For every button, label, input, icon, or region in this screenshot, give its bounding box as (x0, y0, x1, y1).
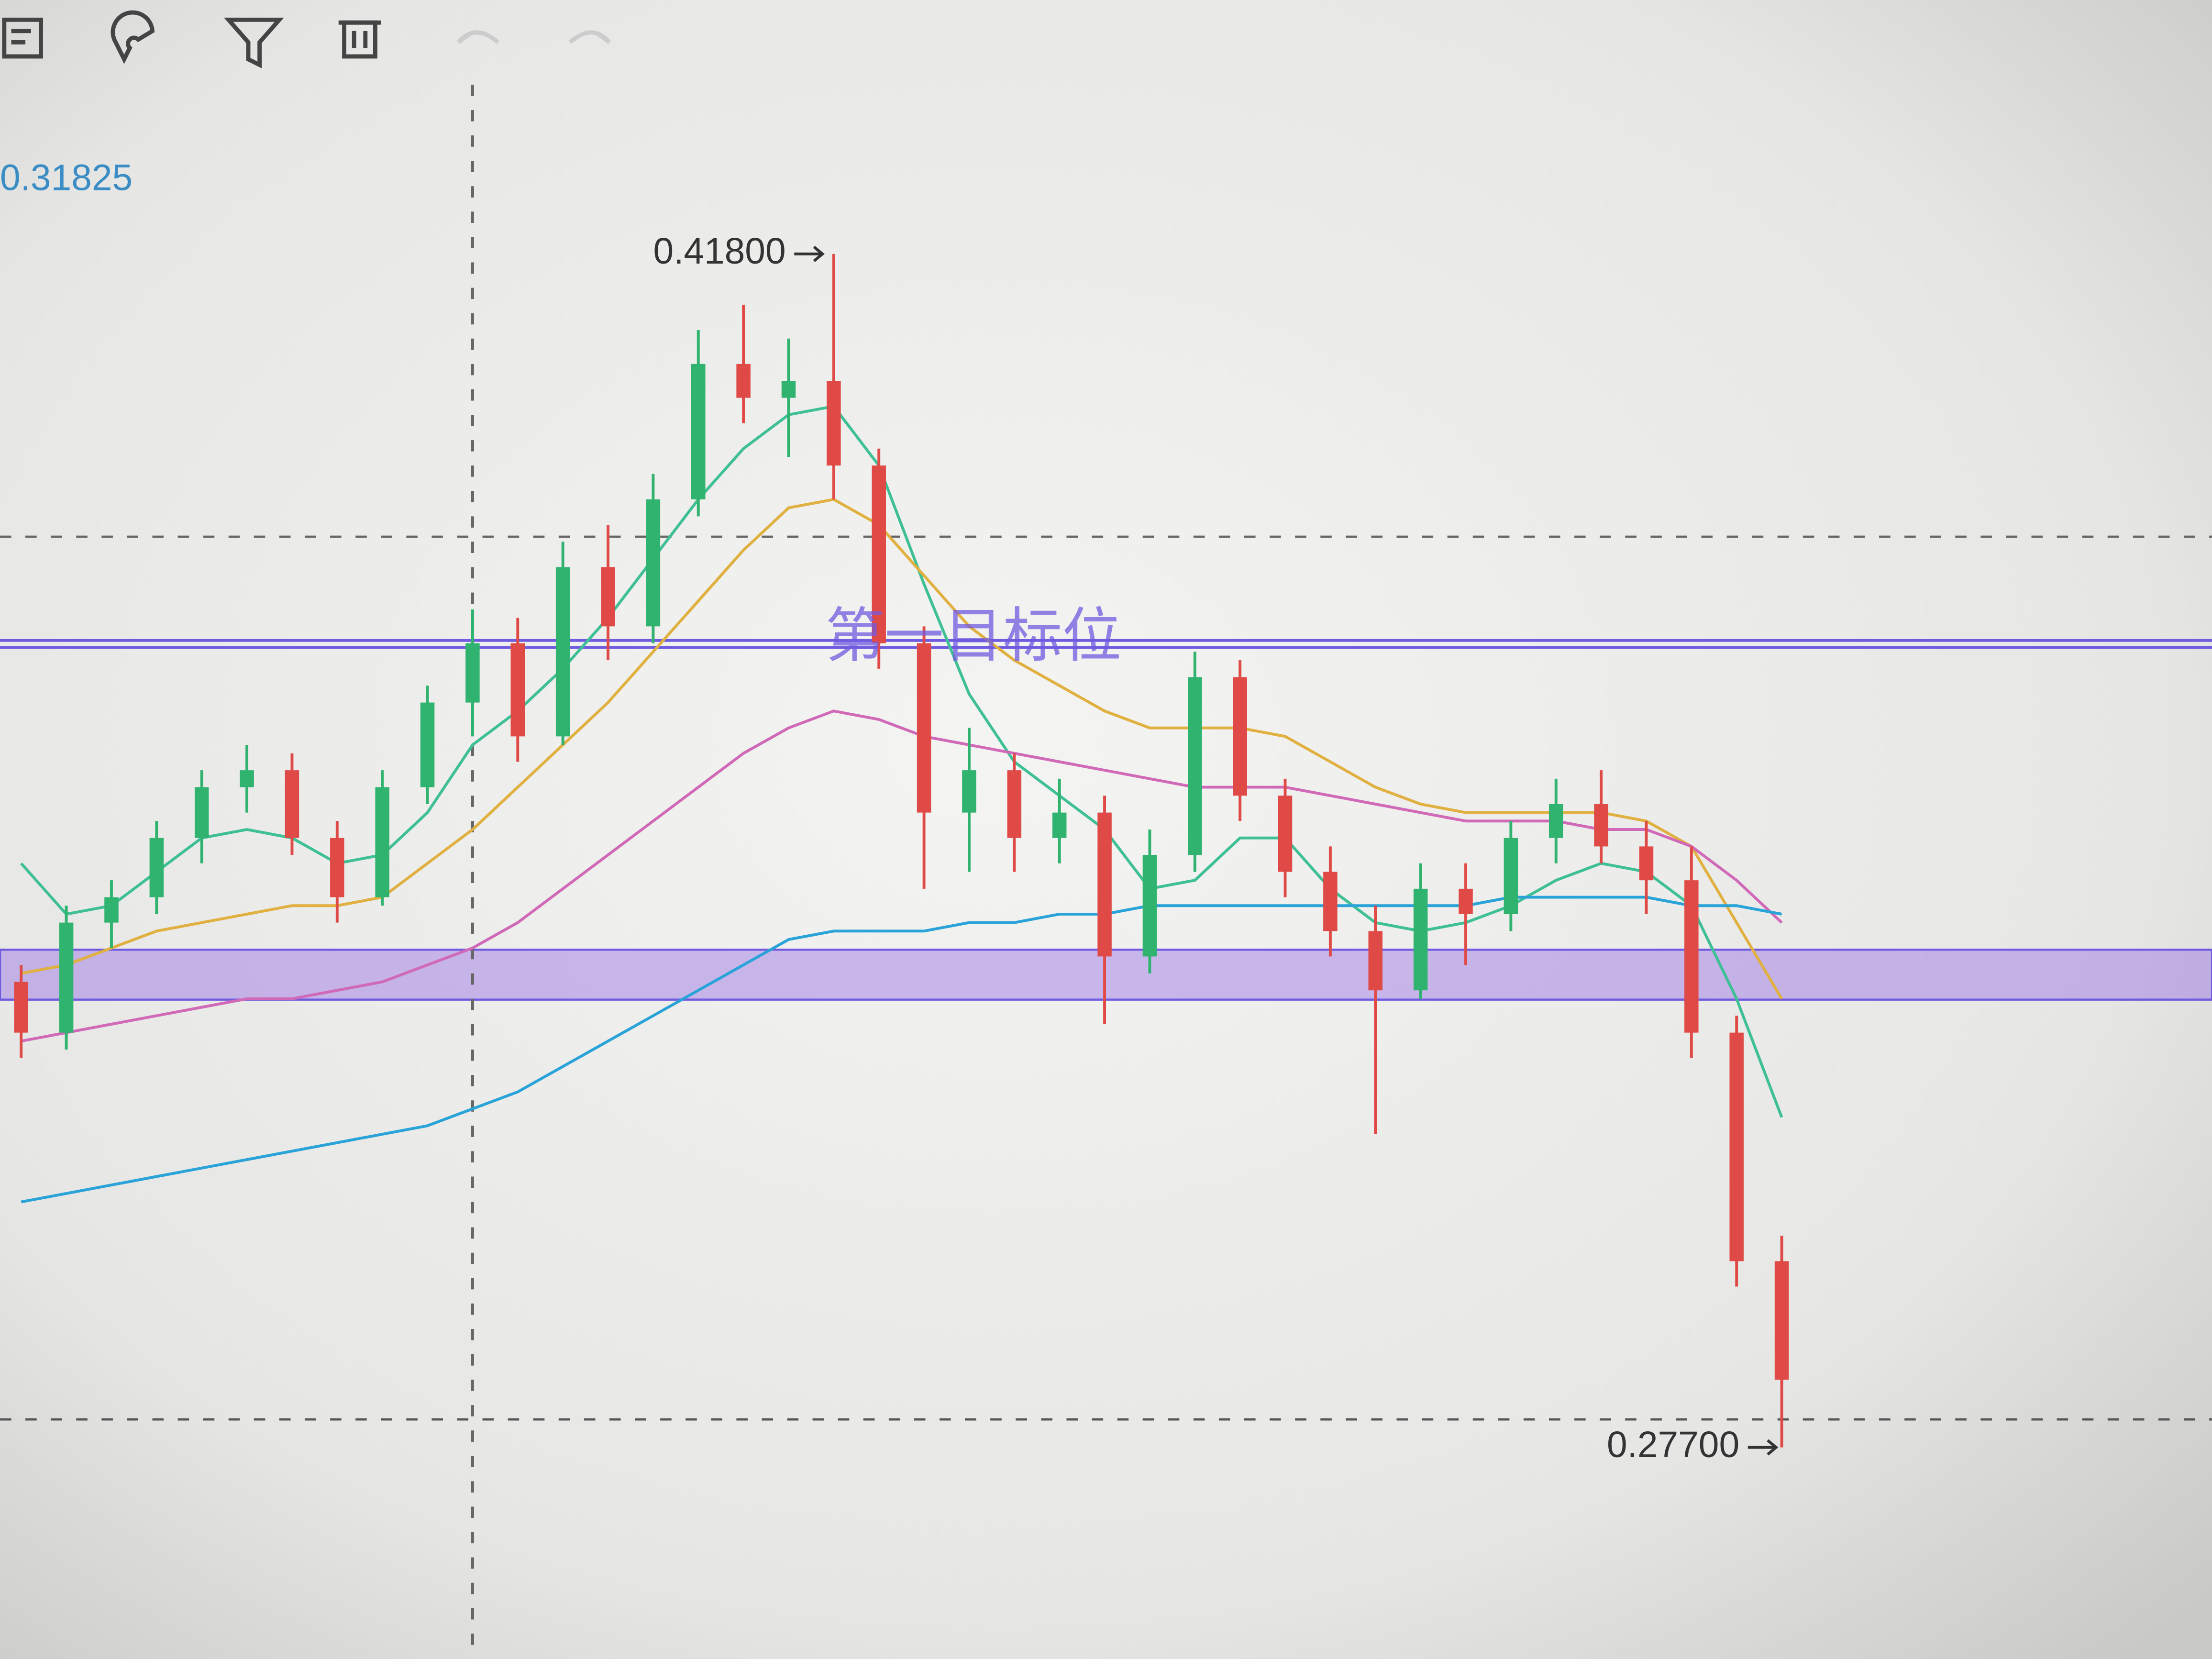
moving-average (21, 498, 1783, 1000)
candle-body (285, 770, 299, 838)
candle-body (962, 770, 976, 813)
candle-body (827, 381, 841, 466)
candle-body (872, 465, 886, 643)
candle-body (330, 838, 344, 897)
candle-body (1548, 804, 1563, 838)
candle-body (104, 897, 119, 923)
moving-average (20, 405, 1783, 1118)
candle-body (240, 770, 254, 787)
candle-body (1323, 872, 1338, 931)
candle-body (1594, 804, 1608, 847)
candle-body (14, 982, 28, 1033)
edit-button[interactable] (2, 17, 43, 59)
candle-body (1504, 838, 1518, 914)
candle-body (601, 567, 615, 627)
magnet-button[interactable] (111, 10, 155, 64)
candle-body (420, 702, 435, 787)
candle-body (781, 381, 796, 398)
price-readout: 0.31825 (0, 158, 133, 199)
candle-body (510, 643, 525, 737)
candle-body (1278, 796, 1293, 872)
filter-button[interactable] (223, 17, 284, 68)
moving-average (21, 709, 1783, 1043)
delete-button[interactable] (338, 20, 381, 59)
candle-body (1729, 1032, 1744, 1261)
candle-body (691, 364, 706, 499)
low-arrow (1747, 1439, 1779, 1456)
candle-body (1233, 677, 1247, 796)
undo-button[interactable] (457, 30, 499, 44)
candle-body (1459, 888, 1473, 914)
candle-body (1684, 880, 1699, 1033)
candle-body (1007, 770, 1022, 838)
candle-body (555, 567, 570, 737)
candle-body (1052, 812, 1067, 838)
high-label: 0.41800 (653, 231, 785, 272)
candle-body (375, 787, 389, 897)
high-arrow (794, 245, 825, 262)
candle-body (1142, 855, 1157, 957)
moving-average (21, 896, 1782, 1204)
redo-button[interactable] (568, 30, 611, 44)
candle-body (149, 838, 164, 897)
candle-body (1774, 1261, 1789, 1380)
target-label: 第一目标位 (825, 603, 1121, 669)
low-label: 0.27700 (1607, 1425, 1739, 1465)
candle-body (1097, 812, 1112, 957)
candle-body (736, 364, 751, 398)
candle-body (194, 787, 209, 838)
candle-body (465, 643, 480, 703)
candle-body (1413, 888, 1428, 991)
toolbar (2, 10, 611, 68)
candle-body (917, 643, 931, 813)
candle-body (646, 499, 661, 627)
candle-body (1639, 846, 1654, 881)
candle-body (59, 922, 74, 1033)
candle-body (1368, 931, 1382, 991)
candle-body (1188, 677, 1202, 855)
